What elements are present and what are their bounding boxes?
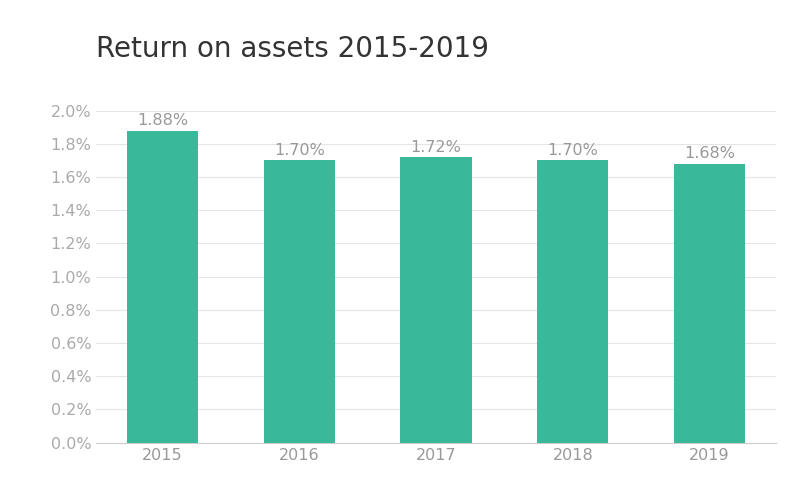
Bar — [264, 160, 334, 443]
Text: 1.88%: 1.88% — [137, 113, 188, 128]
Text: 1.70%: 1.70% — [547, 143, 598, 158]
Text: 1.70%: 1.70% — [274, 143, 325, 158]
Bar — [401, 157, 471, 443]
Bar — [538, 160, 608, 443]
Bar — [127, 131, 198, 443]
Text: 1.72%: 1.72% — [410, 140, 462, 154]
Bar — [674, 164, 745, 443]
Text: 1.68%: 1.68% — [684, 146, 735, 161]
Text: Return on assets 2015-2019: Return on assets 2015-2019 — [96, 35, 489, 63]
